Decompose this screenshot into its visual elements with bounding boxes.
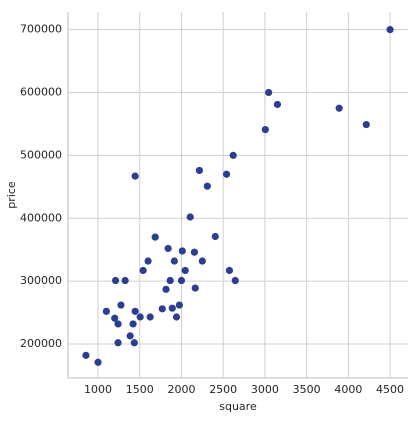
point: [386, 26, 394, 34]
point: [144, 257, 152, 265]
x-tick-label: 3000: [251, 383, 279, 396]
point: [126, 332, 134, 340]
point: [131, 172, 139, 180]
y-axis-label: price: [5, 181, 18, 209]
point: [146, 313, 154, 321]
point: [261, 125, 269, 134]
point: [175, 301, 183, 309]
x-tick-label: 2000: [167, 383, 195, 396]
y-tick-label: 300000: [20, 274, 62, 287]
point: [362, 120, 370, 129]
x-axis-label: square: [219, 400, 257, 413]
point: [203, 182, 211, 190]
point: [166, 276, 174, 285]
y-tick-label: 500000: [20, 148, 62, 161]
point: [114, 339, 122, 347]
y-tick-label: 600000: [20, 85, 62, 98]
point: [130, 339, 138, 347]
point: [111, 314, 119, 322]
point: [222, 170, 231, 178]
x-tick-label: 4000: [334, 383, 362, 396]
point: [139, 266, 147, 275]
point: [170, 257, 178, 265]
point: [121, 276, 129, 285]
x-tick-label: 4500: [376, 383, 404, 396]
point: [265, 88, 273, 97]
point: [229, 151, 237, 159]
y-tick-label: 700000: [20, 23, 62, 36]
point: [195, 166, 204, 175]
point: [231, 276, 239, 285]
point: [117, 301, 125, 309]
x-tick-label: 1500: [126, 383, 154, 396]
point: [177, 276, 186, 285]
point: [225, 266, 234, 275]
point: [168, 304, 176, 312]
point: [178, 247, 186, 255]
point: [191, 284, 199, 292]
x-tick-label: 2500: [209, 383, 237, 396]
point: [158, 305, 166, 313]
point: [164, 244, 172, 253]
point: [335, 104, 343, 112]
x-tick-label: 1000: [84, 383, 112, 396]
point: [102, 307, 110, 315]
point: [198, 257, 206, 265]
point: [111, 276, 120, 285]
x-tick-label: 3500: [293, 383, 321, 396]
point: [181, 266, 189, 275]
point: [114, 320, 122, 328]
y-tick-label: 400000: [20, 211, 62, 224]
point: [94, 358, 102, 366]
point: [131, 307, 139, 315]
point: [190, 248, 199, 256]
y-tick-label: 200000: [20, 337, 62, 350]
point: [211, 232, 219, 241]
point: [273, 100, 282, 109]
point: [172, 313, 181, 321]
point: [151, 233, 159, 241]
point: [136, 313, 144, 321]
point: [82, 351, 90, 359]
point: [129, 320, 137, 328]
point: [186, 213, 194, 221]
point: [162, 285, 170, 293]
